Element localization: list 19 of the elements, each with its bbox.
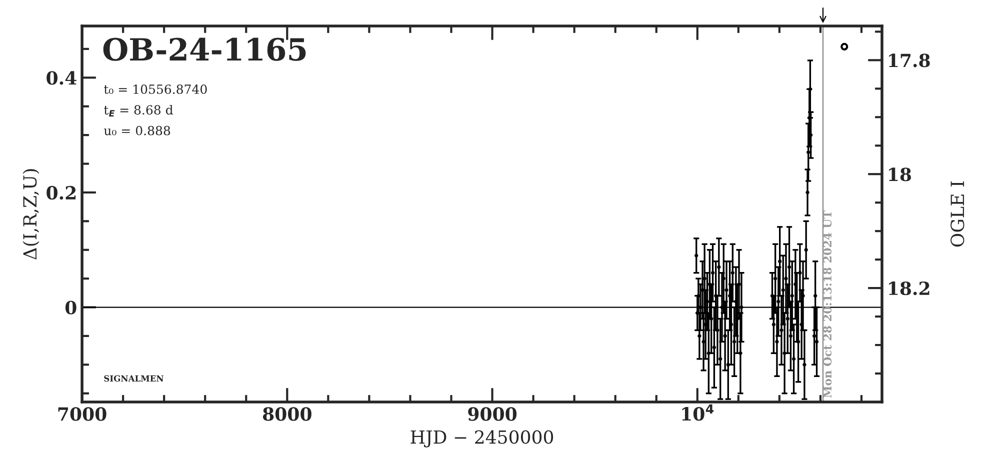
x-tick-label: 8000 xyxy=(262,407,312,421)
x-tick-label: 9000 xyxy=(468,407,517,421)
y2-tick-label: 18.2 xyxy=(889,282,930,296)
x-tick-label: 10$^{4}$ xyxy=(682,404,714,421)
annotation: u₀ = 0.888 xyxy=(104,126,170,136)
annotation: Mon Oct 28 20:13:18 2024 UT xyxy=(823,210,832,398)
y2-tick-label: 17.8 xyxy=(889,54,930,68)
chart-title: OB-24-1165 xyxy=(103,38,306,61)
annotation: SIGNALMEN xyxy=(104,375,164,382)
annotation: t$_{E}$ = 8.68 d xyxy=(104,104,173,116)
y-tick-label: 0.4 xyxy=(46,71,76,85)
x-axis-title: HJD − 2450000 xyxy=(410,430,554,448)
y-tick-label: 0.2 xyxy=(46,186,76,200)
y-axis-title: Δ(I,R,Z,U) xyxy=(22,169,40,260)
y-tick-label: 0 xyxy=(65,300,76,314)
y2-axis-title: OGLE I xyxy=(950,181,964,247)
y2-tick-label: 18 xyxy=(889,168,911,182)
annotation: t₀ = 10556.8740 xyxy=(104,84,207,94)
x-tick-label: 7000 xyxy=(58,407,106,421)
